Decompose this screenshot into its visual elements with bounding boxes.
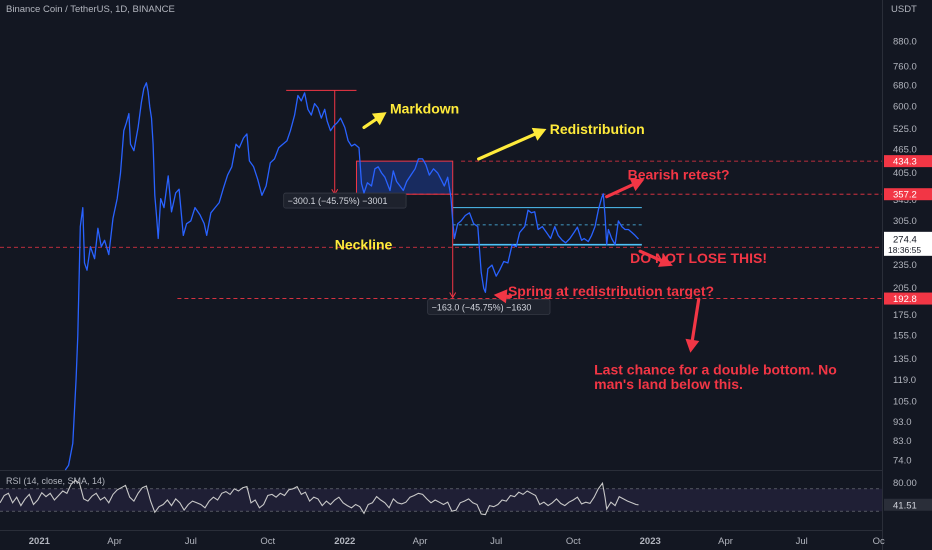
current-price-value: 274.4 (893, 234, 917, 245)
price-tick-13: 135.0 (893, 354, 917, 365)
price-tick-8: 305.0 (893, 216, 917, 227)
level-badge-3 (884, 292, 932, 305)
bearish-retest-arrow-head (629, 178, 645, 192)
redistribution-arrow-head (531, 127, 547, 141)
time-tick-9: Apr (718, 536, 733, 547)
price-line (64, 82, 639, 471)
price-tick-4: 525.0 (893, 124, 917, 135)
price-axis[interactable]: 880.0 760.0 680.0 600.0 525.0 465.0 405.0 345.0… (884, 37, 932, 512)
currency-label: USDT (891, 4, 917, 15)
time-tick-1: Apr (107, 536, 122, 547)
price-tick-10: 205.0 (893, 283, 917, 294)
measure-label-0: −300.1 (−45.75%) −3001 (288, 196, 388, 206)
annotation-5: Spring at redistribution target? (508, 283, 714, 299)
price-layer (64, 82, 639, 471)
price-tick-7: 345.0 (893, 195, 917, 206)
measure-label-box-0 (283, 192, 407, 209)
time-tick-2: Jul (185, 536, 197, 547)
price-tick-5: 465.0 (893, 145, 917, 156)
price-tick-2: 680.0 (893, 80, 917, 91)
current-price-badge (884, 231, 932, 256)
time-tick-10: Jul (796, 536, 808, 547)
price-tick-1: 760.0 (893, 61, 917, 72)
price-tick-0: 880.0 (893, 37, 917, 48)
time-tick-5: Apr (413, 536, 428, 547)
symbol-title: Binance Coin / TetherUS, 1D, BINANCE (6, 4, 175, 15)
markdown-arrow-head (371, 112, 387, 126)
distribution-box (355, 160, 454, 195)
annotation-3: Bearish retest? (628, 166, 730, 182)
measure-label-1: −163.0 (−45.75%) −1630 (432, 302, 532, 312)
time-tick-3: Oct (260, 536, 275, 547)
time-tick-6: Jul (490, 536, 502, 547)
level-badge-1 (884, 188, 932, 201)
price-tick-11: 175.0 (893, 310, 917, 321)
annotations-layer: Markdown Redistribution Neckline Bearish re… (335, 101, 837, 392)
rsi-tick-0: 80.00 (893, 478, 917, 489)
price-tick-17: 83.0 (893, 436, 912, 447)
rsi-pane: RSI (14, close, SMA, 14) (0, 476, 882, 516)
level-badge-text-0: 434.3 (893, 157, 917, 168)
annotation-1: Redistribution (550, 121, 645, 137)
rsi-title: RSI (14, close, SMA, 14) (6, 476, 105, 486)
price-tick-14: 119.0 (893, 375, 916, 386)
price-tick-9: 235.0 (893, 260, 917, 271)
price-tick-16: 93.0 (893, 417, 912, 428)
annotation-6: Last chance for a double bottom. No (594, 362, 837, 378)
price-tick-15: 105.0 (893, 396, 917, 407)
bearish-retest-arrow-shaft (605, 183, 635, 199)
annotation-7: man's land below this. (594, 376, 743, 392)
price-tick-18: 74.0 (893, 456, 912, 467)
last-chance-arrow-shaft (690, 297, 701, 342)
rsi-current-value: 41.51 (893, 500, 917, 511)
level-badge-0 (884, 155, 932, 168)
price-tick-3: 600.0 (893, 101, 917, 112)
time-tick-0: 2021 (29, 536, 51, 547)
redistribution-arrow-shaft (477, 132, 537, 161)
do-not-lose-arrow-head (658, 254, 673, 267)
time-tick-11: Oc (873, 536, 885, 547)
price-tick-12: 155.0 (893, 330, 917, 341)
time-tick-7: Oct (566, 536, 581, 547)
markdown-arrow-shaft (362, 117, 378, 130)
rsi-current-badge (884, 498, 932, 511)
do-not-lose-arrow-shaft (638, 249, 663, 263)
price-tick-6: 405.0 (893, 168, 917, 179)
level-badge-text-1: 357.2 (893, 190, 917, 201)
current-price-countdown: 18:36:55 (888, 245, 921, 255)
last-chance-arrow-head (685, 338, 700, 353)
zones-layer: −300.1 (−45.75%) −3001 −163.0 (−45.75%) −… (0, 89, 882, 315)
level-badge-text-3: 192.8 (893, 294, 917, 305)
annotation-0: Markdown (390, 101, 459, 117)
rsi-line (0, 479, 639, 516)
time-tick-8: 2023 (640, 536, 661, 547)
redistribution-measure-arrowhead (449, 292, 457, 299)
spring-arrow-head (493, 289, 508, 304)
time-tick-4: 2022 (334, 536, 355, 547)
measure-label-box-1 (427, 298, 551, 315)
arrows-layer (362, 112, 701, 353)
time-axis[interactable]: 2021 Apr Jul Oct 2022 Apr Jul Oct 2023 Apr Jul Oc (29, 536, 885, 547)
annotation-2: Neckline (335, 236, 393, 252)
annotation-4: DO NOT LOSE THIS! (630, 250, 767, 266)
